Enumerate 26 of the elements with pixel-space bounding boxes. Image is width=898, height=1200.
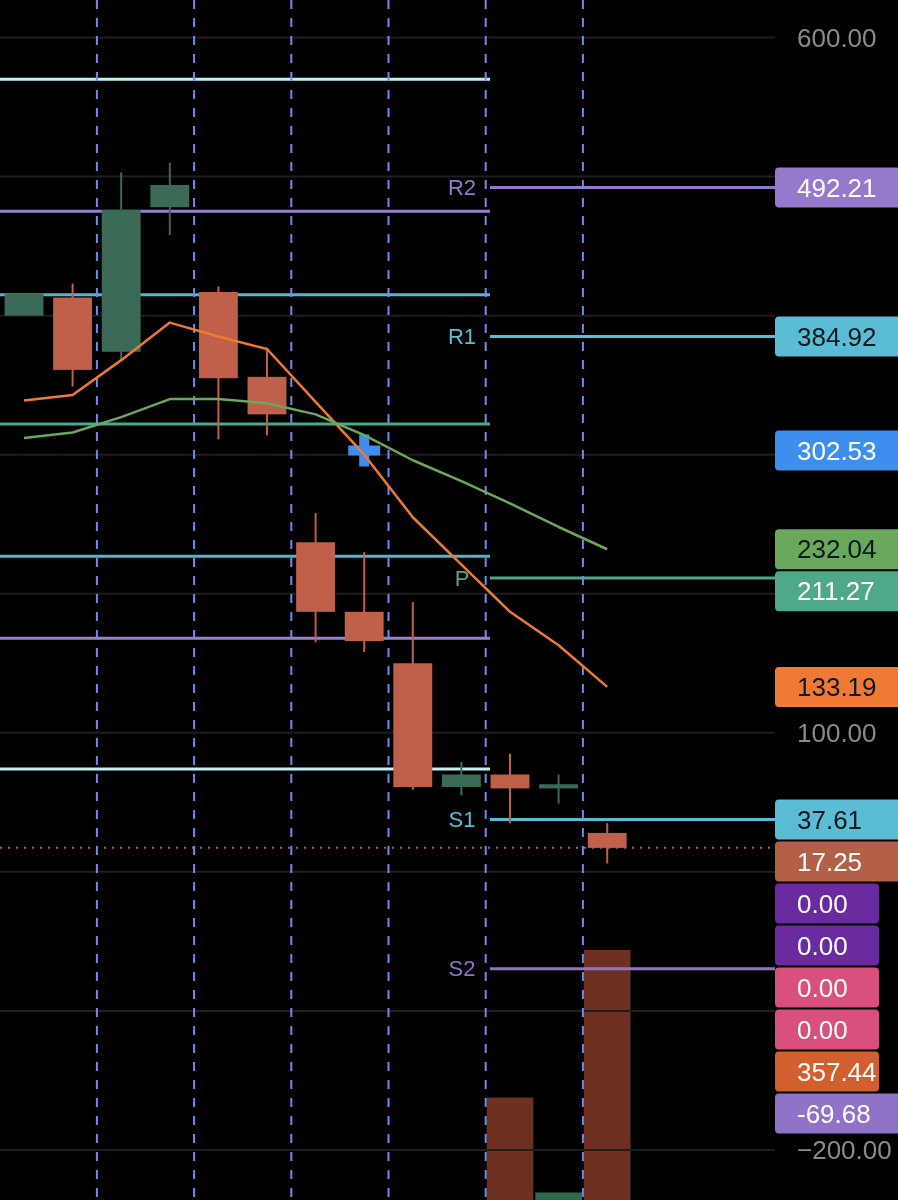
line-series: [22, 397, 609, 551]
ref-line-label: P: [454, 565, 470, 591]
text: 384.92: [797, 321, 877, 352]
text: 302.53: [797, 435, 877, 466]
text: 357.44: [797, 1056, 877, 1087]
y-tick-label: 100.00: [797, 717, 877, 748]
text: 0.00: [797, 972, 848, 1003]
candlestick: [539, 773, 579, 805]
text: 232.04: [797, 534, 877, 565]
text: 211.27: [797, 576, 875, 607]
text: 133.19: [797, 672, 877, 703]
text: -69.68: [797, 1098, 871, 1129]
text: 492.21: [797, 172, 877, 203]
line-series: [22, 321, 609, 689]
text: 17.25: [797, 846, 863, 877]
text: 37.61: [797, 804, 863, 835]
ref-line-label: S2: [448, 956, 476, 982]
ref-line-label: R1: [447, 324, 477, 350]
text: 0.00: [797, 1014, 848, 1045]
y-tick-label: 600.00: [797, 22, 877, 53]
ref-line-label: R2: [447, 175, 477, 201]
text: 0.00: [797, 930, 848, 961]
ref-line-label: S1: [448, 807, 476, 833]
candlestick: [490, 752, 530, 825]
text: 0.00: [797, 888, 848, 919]
y-tick-label: −200.00: [797, 1135, 892, 1166]
